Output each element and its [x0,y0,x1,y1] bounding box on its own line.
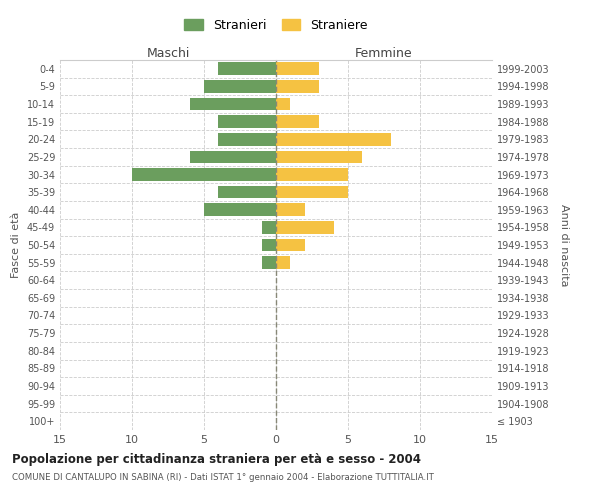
Bar [190,150,276,163]
Bar [218,186,276,198]
Text: Popolazione per cittadinanza straniera per età e sesso - 2004: Popolazione per cittadinanza straniera p… [12,452,421,466]
Bar [190,98,276,110]
Bar [262,256,276,269]
Bar [276,98,290,110]
Bar [204,204,276,216]
Bar [218,62,276,75]
Text: Femmine: Femmine [355,47,413,60]
Bar [218,116,276,128]
Bar [276,116,319,128]
Bar [276,186,348,198]
Legend: Stranieri, Straniere: Stranieri, Straniere [179,14,373,37]
Bar [132,168,276,181]
Bar [276,133,391,145]
Text: Maschi: Maschi [146,47,190,60]
Bar [276,62,319,75]
Bar [262,238,276,252]
Bar [204,80,276,93]
Bar [262,221,276,234]
Bar [276,256,290,269]
Y-axis label: Anni di nascita: Anni di nascita [559,204,569,286]
Bar [276,238,305,252]
Bar [276,80,319,93]
Y-axis label: Fasce di età: Fasce di età [11,212,21,278]
Bar [276,221,334,234]
Bar [276,204,305,216]
Bar [276,150,362,163]
Text: COMUNE DI CANTALUPO IN SABINA (RI) - Dati ISTAT 1° gennaio 2004 - Elaborazione T: COMUNE DI CANTALUPO IN SABINA (RI) - Dat… [12,472,434,482]
Bar [276,168,348,181]
Bar [218,133,276,145]
